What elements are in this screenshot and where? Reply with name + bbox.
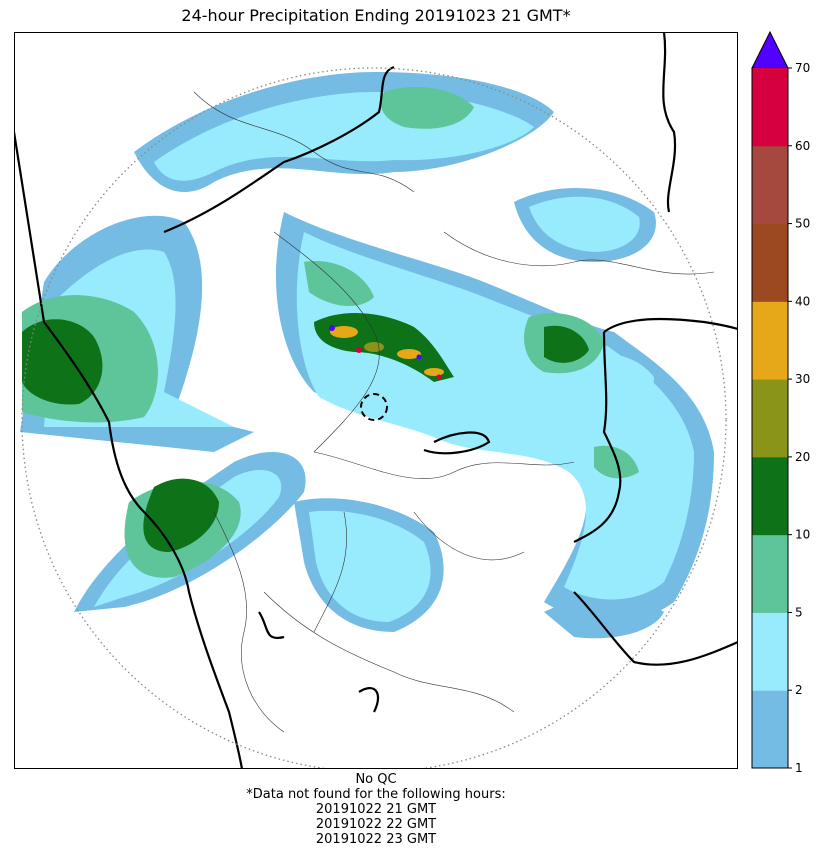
colorbar-swatch [752, 379, 788, 458]
missing-data-note: *Data not found for the following hours: [246, 787, 506, 802]
colorbar-swatch [752, 690, 788, 769]
colorbar-extend-triangle [751, 30, 789, 69]
colorbar-tick-label: 40 [795, 294, 810, 308]
map-title: 24-hour Precipitation Ending 20191023 21… [181, 6, 571, 25]
colorbar-swatch [752, 612, 788, 691]
colorbar-swatch [752, 456, 788, 536]
range-ring [21, 67, 727, 769]
colorbar-tick-label: 2 [795, 683, 803, 697]
colorbar-swatch [752, 534, 788, 613]
colorbar-swatch [752, 301, 788, 380]
colorbar-tick-label: 20 [795, 450, 810, 464]
radar-site-marker [360, 393, 388, 421]
colorbar-swatch [752, 68, 788, 147]
colorbar-tick-label: 1 [795, 761, 803, 775]
colorbar-swatch [752, 223, 788, 302]
missing-hour: 20191022 23 GMT [315, 832, 437, 847]
precipitation-colorbar: 1 2 5 10 20 30 40 50 60 70 [751, 30, 810, 775]
district-boundaries [193, 91, 715, 733]
colorbar-frame [751, 68, 789, 769]
colorbar-tick-label: 50 [795, 217, 810, 231]
map-frame [14, 32, 738, 769]
colorbar-tick-label: 10 [795, 528, 810, 542]
map-footer: No QC *Data not found for the following … [14, 772, 738, 847]
missing-hour: 20191022 21 GMT [315, 802, 437, 817]
precipitation-map [14, 32, 738, 769]
colorbar-tick-label: 60 [795, 139, 810, 153]
colorbar-tick-label: 70 [795, 61, 810, 75]
state-boundaries [14, 32, 738, 769]
colorbar-tick-label: 5 [795, 605, 803, 619]
missing-hour: 20191022 22 GMT [315, 817, 437, 832]
qc-status: No QC [355, 772, 397, 787]
colorbar-tick-label: 30 [795, 372, 810, 386]
colorbar-swatch [752, 145, 788, 225]
